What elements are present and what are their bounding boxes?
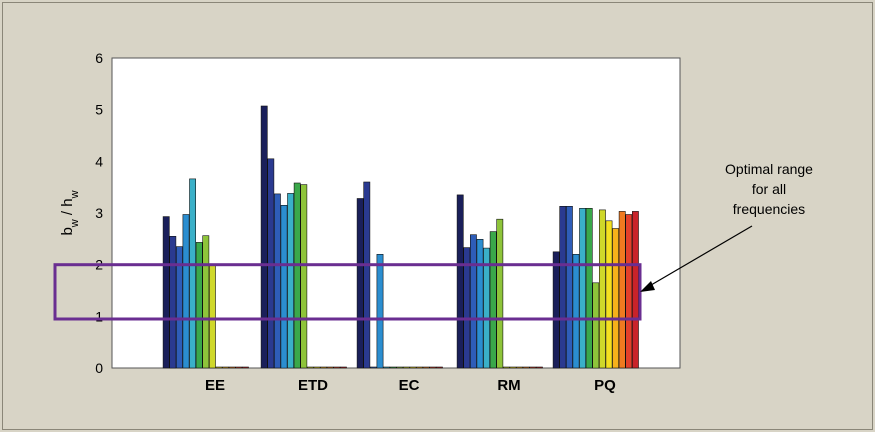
bar-ee-9 — [215, 366, 223, 369]
bar-ec-12 — [429, 366, 437, 369]
bar-etd-13 — [339, 366, 347, 369]
bar-ec-6 — [389, 366, 397, 369]
bar-pq-4 — [572, 254, 580, 369]
bar-ec-5 — [383, 366, 390, 369]
bar-ee-8 — [209, 265, 216, 369]
bar-ee-2 — [169, 236, 177, 369]
y-tick-label: 3 — [95, 205, 103, 221]
bar-ec-13 — [435, 366, 443, 369]
bar-ec-3 — [369, 366, 377, 369]
category-label-etd: ETD — [298, 377, 328, 394]
bar-ec-7 — [396, 366, 404, 369]
y-axis-label: bw / hw — [59, 190, 81, 235]
y-tick-label: 0 — [95, 360, 103, 376]
annotation-line-1: Optimal range — [725, 161, 813, 177]
bar-etd-3 — [273, 193, 281, 369]
bar-ee-12 — [235, 366, 243, 369]
category-label-pq: PQ — [594, 377, 616, 394]
optimal-range-box — [53, 263, 642, 321]
bar-rm-7 — [496, 218, 504, 369]
bar-ee-7 — [202, 235, 210, 369]
category-label-rm: RM — [497, 377, 520, 394]
bar-ec-9 — [409, 366, 417, 369]
bar-etd-8 — [306, 366, 314, 369]
bar-etd-10 — [320, 366, 327, 369]
bar-pq-7 — [592, 282, 600, 369]
bar-etd-1 — [260, 105, 268, 369]
bar-ee-13 — [242, 366, 249, 369]
bar-ee-6 — [195, 242, 203, 369]
y-tick-label: 6 — [95, 50, 103, 66]
annotation-line-3: frequencies — [733, 201, 805, 217]
annotation: Optimal range for all frequencies — [640, 161, 813, 292]
bar-rm-4 — [476, 239, 484, 369]
annotation-arrow — [645, 225, 753, 289]
bar-rm-11 — [522, 366, 530, 369]
bar-ee-4 — [182, 214, 190, 369]
bar-etd-4 — [280, 205, 288, 369]
bar-rm-2 — [463, 247, 471, 369]
bar-pq-8 — [598, 209, 606, 369]
bar-pq-11 — [618, 211, 626, 369]
bar-rm-13 — [535, 366, 543, 369]
bar-pq-9 — [605, 220, 613, 369]
bar-rm-12 — [529, 366, 537, 369]
bar-etd-6 — [293, 182, 301, 369]
category-label-ec: EC — [399, 377, 420, 394]
bar-rm-3 — [469, 234, 477, 369]
bar-etd-12 — [333, 366, 341, 369]
bar-ee-5 — [189, 178, 196, 369]
bar-ec-11 — [422, 366, 430, 369]
bar-ec-4 — [376, 254, 384, 369]
bar-pq-1 — [552, 251, 560, 369]
bar-rm-10 — [516, 366, 523, 369]
bar-etd-11 — [326, 366, 334, 369]
bar-ec-8 — [402, 366, 410, 369]
bar-pq-12 — [625, 214, 633, 369]
bar-pq-3 — [565, 206, 573, 369]
bar-ee-10 — [222, 366, 229, 369]
bar-rm-1 — [456, 194, 464, 369]
y-tick-label: 5 — [95, 102, 103, 118]
bar-pq-13 — [631, 211, 639, 369]
x-axis-categories: EE ETD EC RM PQ — [205, 377, 616, 394]
bar-ee-3 — [176, 246, 183, 369]
bar-pq-2 — [559, 206, 567, 369]
bar-ec-1 — [356, 198, 364, 369]
bar-ee-11 — [228, 366, 236, 369]
bar-etd-7 — [300, 184, 308, 369]
y-tick-label: 1 — [95, 308, 103, 324]
bar-ec-2 — [363, 181, 371, 369]
bar-rm-6 — [489, 231, 497, 369]
bar-ec-10 — [416, 366, 423, 369]
bar-rm-8 — [502, 366, 510, 369]
bar-etd-5 — [287, 193, 294, 369]
bar-ee-1 — [162, 216, 170, 369]
bar-rm-9 — [509, 366, 517, 369]
annotation-arrowhead — [640, 281, 655, 292]
annotation-line-2: for all — [752, 181, 786, 197]
bar-pq-5 — [579, 208, 586, 369]
bar-etd-9 — [313, 366, 321, 369]
bar-pq-10 — [612, 228, 619, 369]
category-label-ee: EE — [205, 377, 225, 394]
bar-pq-6 — [585, 208, 593, 369]
y-tick-label: 4 — [95, 153, 103, 169]
bar-rm-5 — [483, 247, 490, 369]
